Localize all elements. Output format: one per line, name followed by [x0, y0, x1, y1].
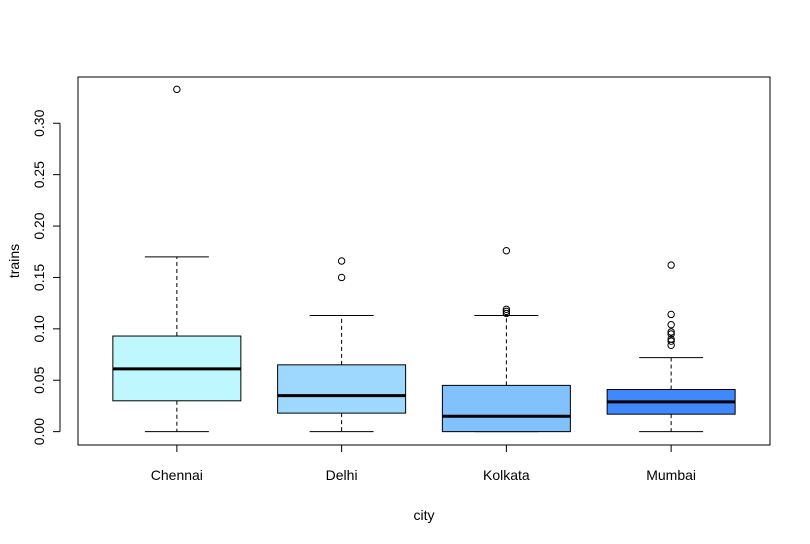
outlier-point: [667, 261, 675, 269]
y-axis-label: trains: [6, 244, 22, 278]
outlier-point: [667, 310, 675, 319]
box-chennai: [112, 85, 242, 433]
outlier-point: [502, 307, 511, 316]
y-tick-label: 0.30: [31, 109, 47, 136]
x-tick-label: Kolkata: [483, 467, 530, 483]
outlier-point: [502, 247, 511, 255]
y-tick-label: 0.20: [31, 212, 47, 239]
y-tick-label: 0.15: [31, 264, 47, 291]
outlier-point: [667, 330, 675, 338]
outlier-point: [337, 257, 346, 265]
outlier-point: [667, 321, 675, 329]
y-tick-label: 0.10: [31, 315, 47, 342]
x-tick-label: Mumbai: [646, 467, 696, 483]
outlier-point: [667, 335, 675, 343]
iqr-box: [277, 364, 407, 414]
y-tick-label: 0.05: [31, 366, 47, 393]
outlier-point: [502, 305, 511, 314]
outlier-point: [502, 309, 511, 318]
x-axis: Chennai Delhi Kolkata Mumbai: [151, 444, 696, 483]
box-kolkata: [441, 247, 571, 433]
x-tick-label: Chennai: [151, 467, 203, 483]
outlier-point: [337, 273, 346, 282]
box-mumbai: [606, 261, 736, 433]
y-axis: 0.00 0.05 0.10 0.15 0.20 0.25 0.30: [31, 109, 61, 445]
outlier-point: [173, 85, 181, 94]
iqr-box: [441, 384, 571, 433]
y-tick-label: 0.25: [31, 161, 47, 188]
box-delhi: [277, 257, 407, 433]
outlier-point: [667, 337, 675, 345]
x-tick-label: Delhi: [326, 467, 358, 483]
outlier-point: [667, 328, 675, 336]
y-tick-label: 0.00: [31, 418, 47, 445]
boxes: [112, 85, 736, 433]
x-axis-label: city: [414, 507, 435, 523]
